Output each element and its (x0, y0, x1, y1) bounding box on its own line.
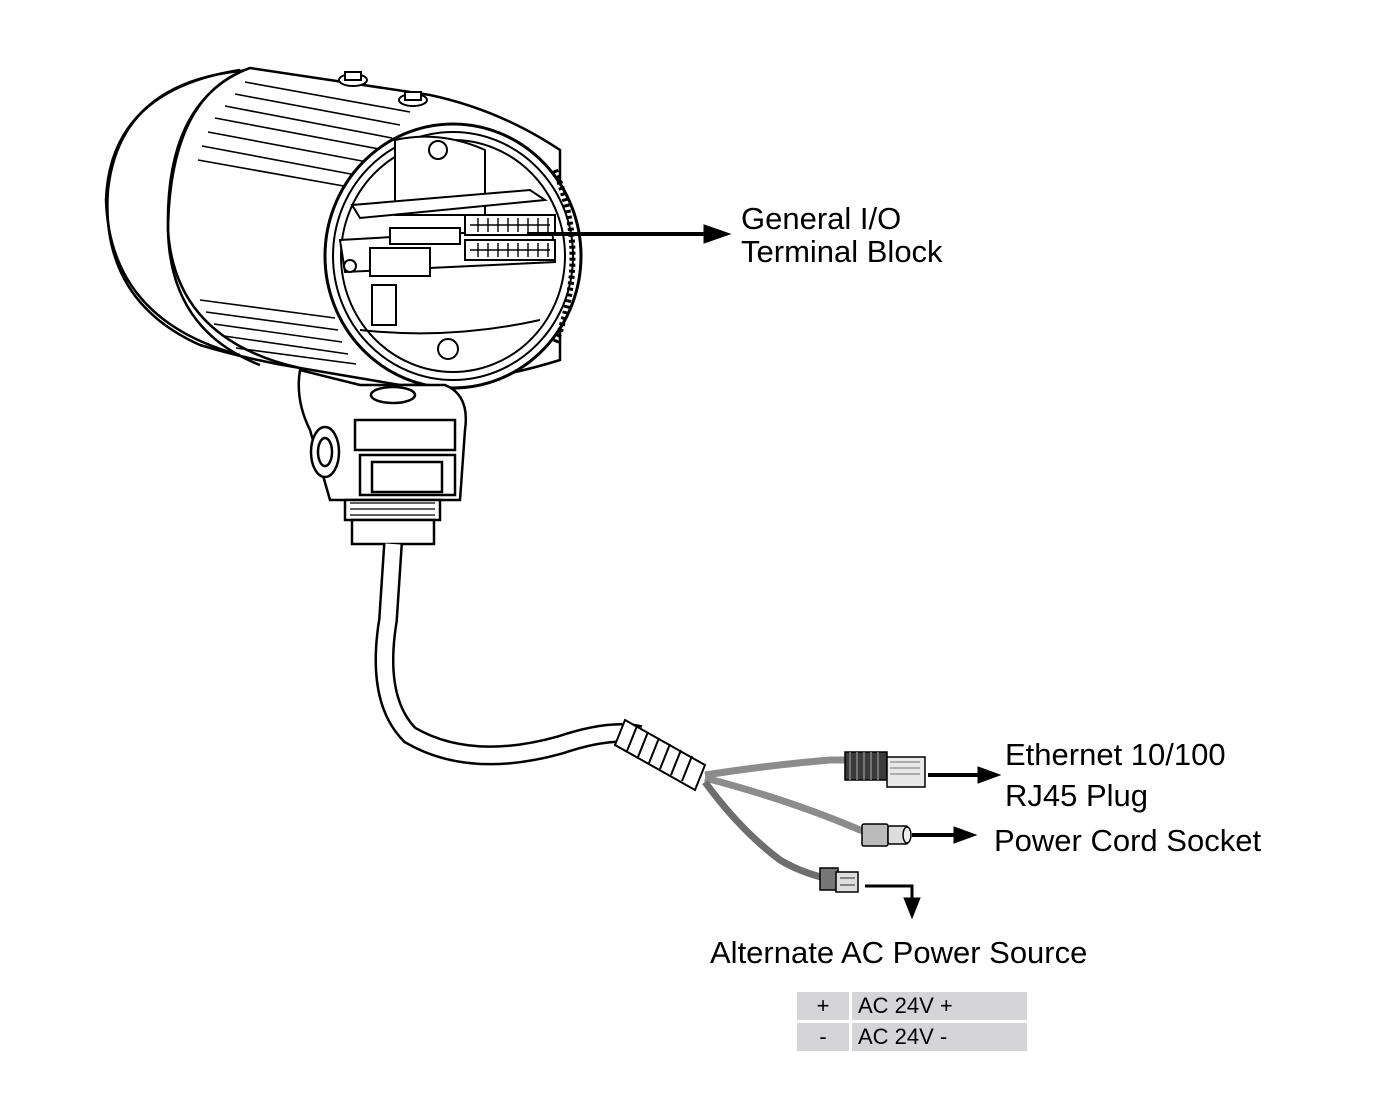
internal-board (338, 135, 557, 360)
polarity-cell: + (797, 992, 849, 1020)
rj45-plug-icon (844, 751, 926, 788)
ac-pin-table: + AC 24V + - AC 24V - (794, 989, 1030, 1054)
top-screws (338, 71, 428, 107)
bottom-fins (199, 299, 357, 365)
table-row: - AC 24V - (797, 1023, 1027, 1051)
io-label-line2: Terminal Block (741, 234, 943, 269)
polarity-cell: - (797, 1023, 849, 1051)
table-row: + AC 24V + (797, 992, 1027, 1020)
alt-power-label: Alternate AC Power Source (710, 935, 1088, 970)
pointer-arrows (527, 224, 1002, 920)
description-cell: AC 24V + (852, 992, 1027, 1020)
io-label-line1: General I/O (741, 201, 902, 236)
camera-mount (297, 368, 468, 546)
description-cell: AC 24V - (852, 1023, 1027, 1051)
main-cable (374, 543, 643, 766)
power-socket-label: Power Cord Socket (994, 823, 1262, 858)
strain-relief (613, 718, 707, 792)
ac-terminal-connector-icon (819, 867, 859, 893)
terminal-pins (470, 218, 550, 257)
ethernet-label-line1: Ethernet 10/100 (1005, 737, 1226, 772)
power-socket-icon (861, 823, 912, 847)
breakout-wires (702, 756, 871, 882)
top-fins (197, 81, 411, 191)
ethernet-label-line2: RJ45 Plug (1005, 778, 1149, 813)
